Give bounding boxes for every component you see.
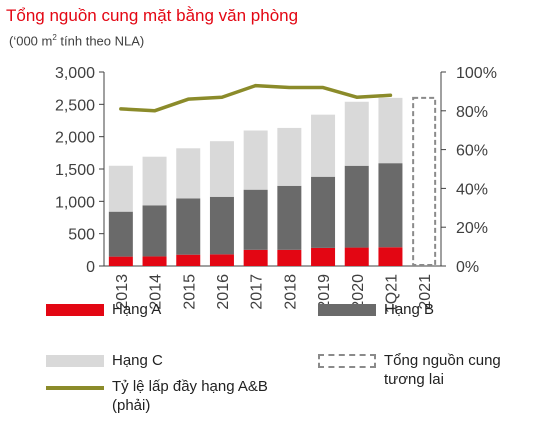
- bar-hang-a: [243, 249, 268, 266]
- x-tick-label: 2017: [249, 274, 266, 310]
- y-right-tick-label: 40%: [456, 181, 488, 198]
- x-tick-label: 2015: [181, 274, 198, 310]
- legend-label-hang-b: Hạng B: [384, 301, 435, 318]
- bar-hang-b: [209, 196, 234, 255]
- bar-hang-b: [108, 211, 133, 257]
- y-left-tick-label: 1,500: [55, 162, 95, 179]
- y-right-tick-label: 20%: [456, 220, 488, 237]
- y-left-tick-label: 3,000: [55, 65, 95, 82]
- bar-hang-b: [142, 205, 167, 257]
- bar-hang-c: [108, 165, 133, 212]
- bar-hang-c: [176, 148, 201, 199]
- legend-label-future-supply: Tổng nguồn cung tương lai: [384, 352, 501, 388]
- bar-hang-b: [176, 198, 201, 255]
- y-left-tick-label: 1,000: [55, 194, 95, 211]
- office-supply-chart: 0 500 1,000 1,500 2,000 2,500 3,000 0% 20% 40% 60%…: [55, 65, 497, 313]
- bar-hang-a: [378, 247, 403, 266]
- bar-hang-b: [243, 189, 268, 250]
- bar-hang-a: [209, 254, 234, 266]
- chart-title: Tổng nguồn cung mặt bằng văn phòng: [6, 6, 299, 25]
- x-tick-label: 2016: [215, 274, 232, 310]
- legend-swatch-hang-a: [46, 304, 104, 316]
- bar-hang-c: [311, 114, 336, 177]
- bar-future-supply: [412, 96, 437, 266]
- x-tick-label: 2018: [282, 274, 299, 310]
- bar-hang-b: [277, 185, 302, 250]
- y-left-tick-label: 0: [86, 259, 95, 276]
- y-left-tick-label: 2,500: [55, 97, 95, 114]
- bar-hang-a: [344, 247, 369, 266]
- bar-hang-a: [277, 249, 302, 266]
- bar-hang-c: [277, 127, 302, 186]
- x-tick-label: 2021: [417, 274, 434, 310]
- bar-hang-b: [344, 165, 369, 248]
- bar-hang-a: [311, 247, 336, 266]
- legend-label-hang-a: Hạng A: [112, 301, 162, 318]
- legend-swatch-hang-c: [46, 355, 104, 367]
- bar-hang-a: [176, 254, 201, 266]
- legend-swatch-hang-b: [318, 304, 376, 316]
- bar-hang-a: [142, 256, 167, 266]
- occupancy-line: [119, 83, 393, 113]
- y-right-tick-label: 80%: [456, 104, 488, 121]
- legend-label-occupancy: Tỷ lệ lấp đầy hạng A&B (phải): [112, 378, 268, 414]
- bar-hang-c: [243, 130, 268, 190]
- x-tick-label: 2020: [350, 274, 367, 310]
- y-right-tick-label: 60%: [456, 143, 488, 160]
- legend-swatch-occupancy-line: [46, 386, 104, 390]
- y-left-tick-label: 500: [68, 227, 95, 244]
- y-right-tick-label: 0%: [456, 259, 479, 276]
- y-right-tick-label: 100%: [456, 65, 497, 82]
- x-tick-label: 2019: [316, 274, 333, 310]
- bar-hang-c: [378, 97, 403, 164]
- legend-swatch-future-supply: [318, 354, 376, 368]
- bar-hang-c: [209, 141, 234, 197]
- x-tick-label: 2014: [148, 274, 165, 310]
- legend-label-hang-c: Hạng C: [112, 352, 163, 369]
- x-tick-label: 1Q21: [383, 274, 400, 313]
- chart-subtitle: (‘000 m2 tính theo NLA): [9, 33, 145, 49]
- bar-hang-c: [344, 101, 369, 166]
- bar-hang-b: [378, 163, 403, 248]
- bar-hang-a: [108, 256, 133, 266]
- y-left-tick-label: 2,000: [55, 130, 95, 147]
- x-tick-label: 2013: [114, 274, 131, 310]
- bar-hang-c: [142, 156, 167, 206]
- bar-hang-b: [311, 176, 336, 248]
